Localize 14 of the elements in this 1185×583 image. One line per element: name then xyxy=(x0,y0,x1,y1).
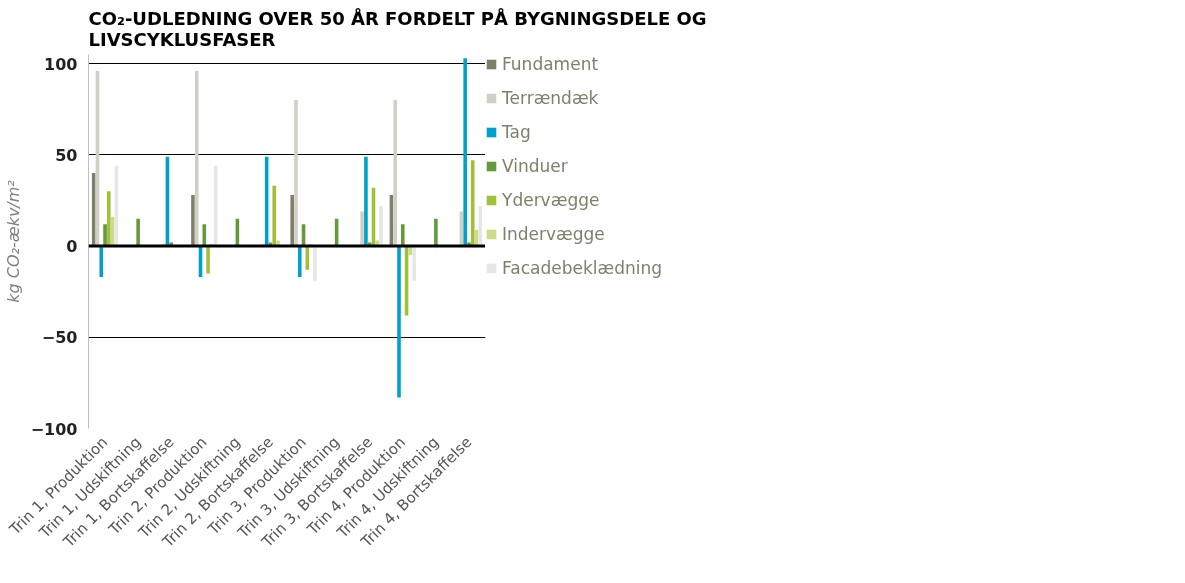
legend-label: Vinduer xyxy=(502,156,568,176)
y-tick-label: 0 xyxy=(66,237,78,257)
chart-title: CO₂-UDLEDNING OVER 50 ÅR FORDELT PÅ BYGNINGSDELE OG LIVSCYKLUSFASER xyxy=(88,6,707,50)
legend-label: Indervægge xyxy=(502,224,605,244)
y-tick-label: 100 xyxy=(44,54,78,74)
legend-label: Facadebeklædning xyxy=(502,258,663,278)
legend-label: Fundament xyxy=(502,54,599,74)
y-axis-title: kg CO₂-ækv/m² xyxy=(3,179,23,303)
y-tick-label: −50 xyxy=(41,328,78,348)
y-tick-label: 50 xyxy=(55,145,78,165)
legend-label: Ydervægge xyxy=(502,190,600,210)
legend-label: Tag xyxy=(502,122,531,142)
legend-label: Terrændæk xyxy=(502,88,599,108)
y-tick-label: −100 xyxy=(30,419,78,439)
